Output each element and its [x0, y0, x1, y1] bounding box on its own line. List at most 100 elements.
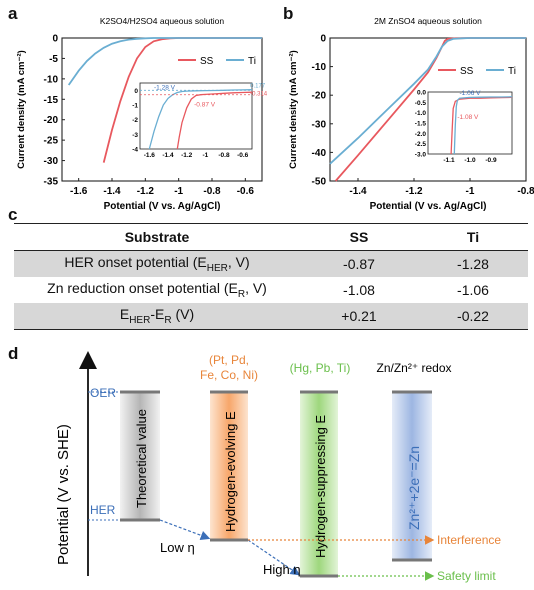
inset-y-tick-label: -1.5 [415, 121, 427, 128]
inset-annotation: -1.08 V [457, 114, 479, 121]
her-label: HER [90, 503, 116, 517]
table-header-row: Substrate SS Ti [14, 223, 528, 251]
row-label-mid: -E [150, 306, 165, 323]
chart-title: 2M ZnSO4 aqueous solution [374, 16, 482, 26]
y-tick-label: -15 [44, 95, 59, 106]
inset-series-line-ss [176, 91, 253, 150]
panel-label-a: a [8, 4, 18, 23]
safety-label: Safety limit [437, 569, 496, 583]
legend-label-ss: SS [200, 56, 214, 67]
potential-diagram: Potential (V vs. SHE) OER HER Theoretica… [55, 351, 501, 583]
suppressing-metals-label: (Hg, Pb, Ti) [290, 361, 351, 375]
evolving-label: Hydrogen-evolving E [223, 411, 238, 532]
inset-y-tick-label: -0.5 [415, 100, 427, 107]
cell-ss: -0.87 [300, 250, 418, 277]
x-tick-label: -0.8 [203, 186, 221, 197]
low-eta-label: Low η [160, 540, 195, 555]
table-row: EHER-ER (V) +0.21 -0.22 [14, 303, 528, 330]
x-tick-label: -1.2 [137, 186, 155, 197]
cell-ti: -1.06 [457, 282, 489, 298]
header-substrate: Substrate [124, 229, 190, 245]
inset-y-tick-label: -1.0 [415, 110, 427, 117]
panel-label-d: d [8, 344, 19, 363]
x-tick-label: -0.8 [517, 186, 534, 197]
inset-y-tick-label: -1 [132, 103, 138, 110]
x-tick-label: -1 [174, 186, 183, 197]
row-label-tail: , V) [245, 280, 267, 297]
x-axis-label: Potential (V vs. Ag/AgCl) [370, 201, 487, 212]
table-row: Zn reduction onset potential (ER, V) -1.… [14, 277, 528, 303]
series-line-ti [329, 37, 526, 165]
legend-label-ti: Ti [248, 56, 256, 67]
header-ti: Ti [466, 229, 480, 245]
inset-frame [427, 91, 513, 155]
y-tick-label: -10 [44, 74, 59, 85]
row-label-text: Zn reduction onset potential (E [47, 280, 238, 297]
zn-bar [392, 392, 432, 560]
inset-series-line-ss [450, 96, 513, 155]
theoretical-label: Theoretical value [134, 409, 149, 508]
inset-x-tick-label: -0.6 [237, 152, 249, 159]
x-tick-label: -1.6 [70, 186, 88, 197]
row-label: Zn reduction onset potential (ER, V) [14, 277, 300, 303]
inset-x-tick-label: -1.6 [144, 152, 156, 159]
interference-label: Interference [437, 533, 501, 547]
legend-label-ti: Ti [508, 66, 516, 77]
chart-b: 2M ZnSO4 aqueous solution -1.4 -1.2 -1 -0.8 0… [288, 16, 534, 212]
row-label-sub: HER [206, 262, 228, 274]
theoretical-bar [120, 392, 160, 520]
cell-ti: -1.28 [418, 250, 528, 277]
zn-redox-label: Zn/Zn²⁺ redox [376, 361, 451, 375]
inset-y-tick-label: -4 [132, 147, 138, 154]
row-label-text: HER onset potential (E [64, 254, 207, 271]
row-label-sub2: R [164, 314, 172, 326]
x-tick-label: -1.4 [349, 186, 367, 197]
row-label-sub: R [237, 288, 246, 300]
suppressing-bar [300, 392, 338, 576]
inset-y-tick-label: -2.0 [415, 131, 427, 138]
y-tick-label: -30 [44, 156, 59, 167]
y-tick-label: -40 [312, 148, 327, 159]
y-tick-label: -20 [44, 115, 59, 126]
inset-x-tick-label: -0.8 [218, 152, 230, 159]
suppressing-label: Hydrogen-suppressing E [313, 415, 328, 558]
y-tick-label: -50 [312, 177, 327, 188]
row-label-sub: HER [129, 314, 151, 326]
cell-ti: -0.22 [418, 303, 528, 330]
y-tick-label: -20 [312, 91, 327, 102]
low-eta-arrow [159, 519, 211, 540]
row-label: EHER-ER (V) [14, 303, 300, 330]
cell-ss: +0.21 [300, 303, 418, 330]
panel-label-b: b [283, 4, 294, 23]
inset-y-tick-label: -2.5 [415, 141, 427, 148]
chart-a: K2SO4/H2SO4 aqueous solution -1.6 -1.4 -1.2… [16, 16, 268, 212]
legend-label-ss: SS [460, 66, 474, 77]
inset-annotation: 0.177 [250, 83, 266, 89]
row-label-tail: (V) [171, 306, 195, 323]
inset-annotation: -0.314 [250, 91, 268, 97]
inset-y-tick-label: -3.0 [415, 152, 427, 159]
y-tick-label: -5 [49, 54, 58, 65]
y-tick-label: -35 [44, 177, 59, 188]
zn-reaction-label: Zn²⁺+2e⁻=Zn [406, 446, 422, 530]
y-tick-label: -25 [44, 136, 59, 147]
y-tick-label: -10 [312, 62, 327, 73]
row-label-tail: , V) [227, 254, 250, 271]
panel-label-c: c [8, 205, 18, 224]
inset-series-line-ti [453, 96, 513, 155]
inset-y-tick-label: 0 [134, 88, 138, 95]
high-eta-label: High η [263, 562, 301, 577]
inset-x-tick-label: -1.2 [181, 152, 193, 159]
y-tick-label: 0 [320, 34, 326, 45]
y-axis-label: Current density (mA cm⁻²) [288, 50, 299, 169]
row-label: HER onset potential (EHER, V) [14, 250, 300, 277]
onset-potential-table: Substrate SS Ti HER onset potential (EHE… [14, 223, 528, 330]
evolving-bar [210, 392, 248, 540]
evolving-metals-label: (Pt, Pd, Fe, Co, Ni) [200, 353, 258, 382]
header-ss: SS [349, 229, 369, 245]
x-tick-label: -1.2 [405, 186, 423, 197]
diagram-ylabel: Potential (V vs. SHE) [55, 424, 72, 565]
inset-y-tick-label: -2 [132, 117, 138, 124]
inset-x-tick-label: -1 [202, 152, 208, 159]
x-tick-label: -1.4 [103, 186, 121, 197]
